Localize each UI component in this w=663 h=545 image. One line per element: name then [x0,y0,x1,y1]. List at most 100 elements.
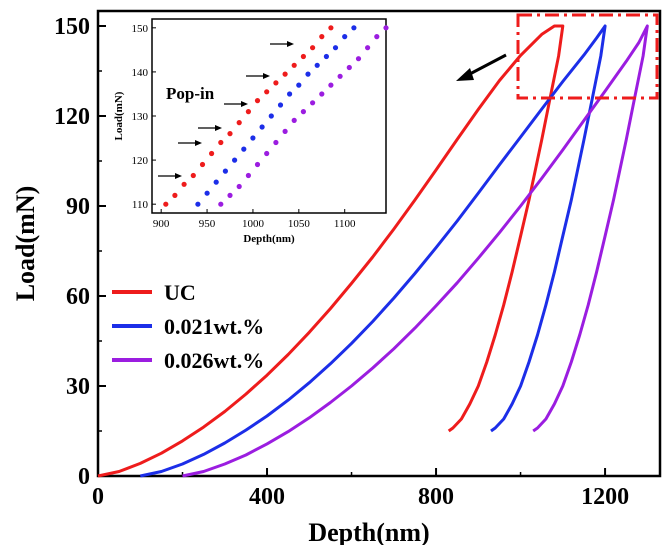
inset-point-1 [273,80,279,86]
inset-point-2 [232,157,238,163]
zoom-arrow-shaft [465,53,507,78]
inset-y-tick-label: 110 [132,199,149,211]
inset-point-1 [254,98,261,104]
inset-point-1 [190,172,196,179]
inset-plot: 900 950 1000 1050 1100 110 120 130 140 150 Depth(n… [113,18,389,245]
inset-point-2 [213,179,219,185]
inset-point-2 [259,124,265,130]
pop-in-arrow-head [241,101,248,107]
inset-point-3 [374,34,380,40]
inset-y-tick-label: 120 [132,155,149,167]
x-axis-title: Depth(nm) [308,518,429,545]
pop-in-arrow-head [263,73,270,79]
inset-x-tick-label: 950 [199,218,216,230]
y-tick-label: 150 [54,14,90,40]
inset-y-axis-title: Load(mN) [113,91,125,140]
inset-point-3 [218,201,224,207]
series-line-1 [97,24,565,478]
inset-point-1 [209,150,215,157]
inset-point-2 [204,190,210,196]
inset-point-3 [264,150,270,157]
inset-point-2 [222,168,228,174]
inset-x-tick-label: 900 [153,218,170,230]
legend-label-2: 0.021wt.% [164,314,264,339]
inset-point-1 [264,89,270,95]
legend-label-3: 0.026wt.% [164,348,264,373]
inset-point-1 [310,45,316,51]
pop-in-arrow-head [287,41,294,47]
inset-point-3 [254,161,261,168]
inset-point-2 [287,91,293,97]
pop-in-arrow-head [175,173,182,179]
inset-point-3 [337,73,343,79]
inset-point-3 [245,172,251,179]
legend-label-1: UC [164,280,196,305]
inset-title: Pop-in [166,84,215,103]
inset-point-1 [291,62,297,68]
annotations [456,13,659,100]
pop-in-arrow-head [195,140,202,146]
inset-point-3 [282,128,288,134]
inset-x-tick-label: 1050 [288,218,311,230]
inset-y-tick-label: 140 [132,67,149,79]
inset-point-3 [319,91,325,97]
inset-point-2 [351,25,357,31]
x-tick-label: 400 [249,484,285,510]
inset-x-tick-label: 1100 [334,218,356,230]
inset-point-3 [365,45,371,51]
inset-x-axis-title: Depth(nm) [243,233,295,245]
zoom-arrow-head [456,68,474,81]
inset-y-tick-label: 130 [132,111,149,123]
y-tick-label: 30 [66,374,90,400]
inset-point-1 [172,192,178,198]
plot-frame [96,9,662,478]
inset-point-1 [227,131,233,137]
inset-point-3 [273,139,279,146]
y-tick-label: 90 [66,194,90,220]
legend: UC 0.021wt.% 0.026wt.% [112,280,264,373]
y-tick-label: 60 [66,284,90,310]
inset-point-2 [314,62,320,68]
series-line-3 [182,24,649,478]
series-line-2 [139,24,607,478]
inset-point-1 [319,34,325,40]
inset-point-1 [218,139,224,146]
inset-point-1 [245,109,251,115]
inset-point-1 [300,53,306,60]
inset-point-3 [291,117,297,123]
inset-point-3 [355,56,362,62]
inset-point-2 [296,82,302,88]
inset-point-2 [250,135,256,141]
inset-point-3 [300,109,306,115]
inset-point-3 [328,82,334,88]
inset-point-2 [305,71,311,77]
x-tick-label: 800 [418,484,454,510]
y-axis-title: Load(mN) [11,186,40,302]
inset-point-2 [323,53,329,60]
inset-point-3 [346,64,352,71]
y-tick-label: 0 [78,464,90,490]
zoom-region-box [516,13,659,100]
pop-in-arrow-head [215,125,222,131]
inset-point-2 [195,201,201,207]
inset-point-3 [227,192,233,198]
inset-point-2 [268,113,274,119]
inset-point-1 [328,25,334,31]
inset-point-1 [181,181,187,187]
inset-point-1 [199,161,206,168]
inset-point-2 [277,102,284,108]
inset-point-2 [241,146,247,152]
inset-point-3 [310,100,316,106]
x-tick-label: 1200 [581,484,629,510]
inset-point-1 [236,120,242,126]
inset-point-1 [163,201,169,207]
inset-point-2 [342,34,348,40]
inset-x-tick-label: 1000 [242,218,265,230]
x-tick-label: 0 [92,484,104,510]
y-tick-label: 120 [54,104,90,130]
main-plot: 0 400 800 1200 0 30 60 90 120 150 Depth(nm) Load(mN… [11,9,662,545]
inset-y-tick-label: 150 [132,23,149,35]
inset-point-3 [383,25,389,31]
inset-point-3 [236,183,242,190]
